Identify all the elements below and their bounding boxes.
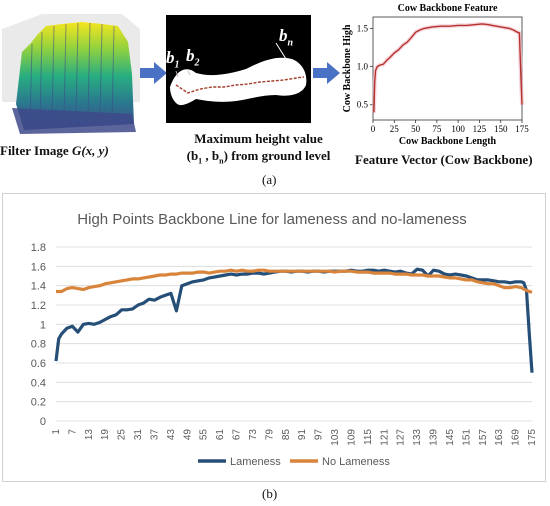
x-tick-label: 151 xyxy=(461,429,472,446)
x-tick-label: 79 xyxy=(264,429,275,441)
x-tick-label: 109 xyxy=(346,429,357,446)
x-tick-label: 97 xyxy=(314,429,325,441)
x-tick-label: 115 xyxy=(363,429,374,445)
y-tick-label: 0.8 xyxy=(31,339,46,351)
arrow-right-icon xyxy=(313,62,340,84)
x-tick-label: 61 xyxy=(215,429,226,441)
small-chart-title: Cow Backbone Feature xyxy=(398,3,498,14)
x-tick-label: 7 xyxy=(67,429,78,435)
bn-label: bn xyxy=(279,26,294,49)
y-tick-label: 1.5 xyxy=(357,23,369,33)
x-tick-label: 100 xyxy=(451,124,465,134)
chart-title: High Points Backbone Line for lameness a… xyxy=(77,211,466,228)
lameness-chart: High Points Backbone Line for lameness a… xyxy=(2,193,546,482)
x-tick-label: 150 xyxy=(494,124,508,134)
x-tick-label: 103 xyxy=(330,429,341,446)
b2-label: b2 xyxy=(186,46,200,69)
x-tick-label: 13 xyxy=(84,429,95,441)
y-tick-label: 1.0 xyxy=(357,62,369,72)
small-chart-ylabel: Cow Backbone High xyxy=(342,24,353,112)
series-glow xyxy=(371,21,524,113)
y-tick-label: 0.5 xyxy=(357,100,369,110)
y-tick-label: 1.6 xyxy=(31,261,46,273)
filter-image-3d-surface xyxy=(2,14,140,134)
y-tick-label: 0 xyxy=(40,416,46,428)
x-tick-label: 49 xyxy=(182,429,193,441)
x-tick-label: 121 xyxy=(379,429,390,446)
x-tick-label: 37 xyxy=(149,429,160,441)
y-tick-label: 1 xyxy=(40,319,46,331)
x-tick-label: 169 xyxy=(511,429,522,446)
legend-label: Lameness xyxy=(230,456,281,468)
y-tick-label: 1.2 xyxy=(31,300,46,312)
x-tick-label: 127 xyxy=(396,429,407,446)
x-tick-label: 0 xyxy=(371,124,376,134)
feature-vector-caption: Feature Vector (Cow Backbone) xyxy=(355,152,533,167)
max-height-caption-line1: Maximum height value xyxy=(194,131,323,146)
y-tick-label: 1.8 xyxy=(31,242,46,254)
x-tick-label: 163 xyxy=(494,429,505,446)
y-tick-label: 0.4 xyxy=(31,377,46,389)
x-tick-label: 175 xyxy=(527,429,538,446)
x-tick-label: 145 xyxy=(445,429,456,446)
feature-chart: Cow Backbone Feature 0 25 50 75 100 125 150 175 0… xyxy=(342,3,529,147)
max-height-caption-line2: (b1 , bn) from ground level xyxy=(186,148,331,166)
x-tick-label: 25 xyxy=(390,124,400,134)
small-chart-frame xyxy=(372,16,523,121)
x-tick-label: 75 xyxy=(432,124,442,134)
x-tick-label: 85 xyxy=(281,429,292,441)
x-tick-label: 139 xyxy=(429,429,440,446)
panel-b-label: (b) xyxy=(262,486,278,501)
x-tick-label: 55 xyxy=(199,429,210,441)
x-tick-label: 175 xyxy=(515,124,529,134)
x-tick-label: 19 xyxy=(100,429,111,441)
arrow-right-icon xyxy=(140,62,167,84)
x-tick-label: 73 xyxy=(248,429,259,441)
x-tick-label: 25 xyxy=(117,429,128,441)
mask-overlay xyxy=(170,42,307,106)
x-tick-label: 133 xyxy=(412,429,423,446)
series-line xyxy=(373,23,523,113)
legend-label: No Lameness xyxy=(322,456,390,468)
x-tick-label: 67 xyxy=(232,429,243,441)
x-tick-label: 91 xyxy=(297,429,308,441)
series-line-no-lameness xyxy=(56,268,533,294)
x-tick-label: 157 xyxy=(478,429,489,446)
y-tick-label: 0.6 xyxy=(31,358,46,370)
filter-image-caption: Filter Image G(x, y) xyxy=(0,143,109,158)
chart-border xyxy=(2,193,546,482)
small-chart-xlabel: Cow Backbone Length xyxy=(399,136,497,147)
x-tick-label: 1 xyxy=(51,429,62,435)
x-tick-label: 125 xyxy=(473,124,487,134)
x-tick-label: 43 xyxy=(166,429,177,441)
y-tick-label: 0.2 xyxy=(31,397,46,409)
panel-a-label: (a) xyxy=(262,172,277,187)
x-tick-label: 50 xyxy=(411,124,421,134)
x-tick-label: 31 xyxy=(133,429,144,441)
y-tick-label: 1.4 xyxy=(31,281,46,293)
b1-label: b1 xyxy=(166,48,180,71)
